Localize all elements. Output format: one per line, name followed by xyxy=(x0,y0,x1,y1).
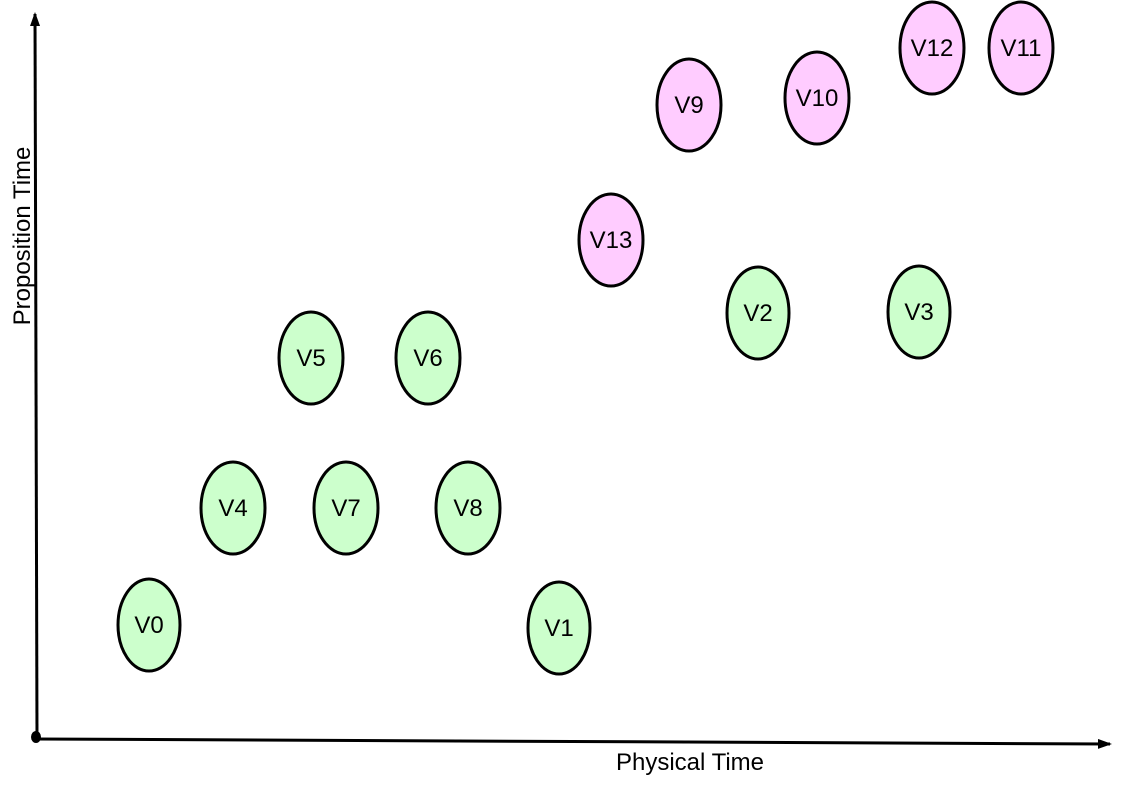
node-V1: V1 xyxy=(526,580,592,676)
node-V12: V12 xyxy=(898,0,966,96)
node-ellipse xyxy=(312,460,380,556)
node-V3: V3 xyxy=(886,264,952,360)
node-V13: V13 xyxy=(577,192,645,288)
node-V7: V7 xyxy=(312,460,380,556)
node-label: V7 xyxy=(331,495,360,522)
node-V0: V0 xyxy=(116,577,182,673)
node-label: V9 xyxy=(674,92,703,119)
node-label: V2 xyxy=(743,300,772,327)
node-ellipse xyxy=(886,264,952,360)
node-label: V11 xyxy=(1001,35,1042,62)
node-V4: V4 xyxy=(199,460,267,556)
node-ellipse xyxy=(116,577,182,673)
origin-dot xyxy=(31,731,41,743)
node-ellipse xyxy=(394,310,462,406)
node-ellipse xyxy=(434,460,502,556)
node-ellipse xyxy=(526,580,592,676)
x-axis xyxy=(34,737,1112,749)
node-label: V3 xyxy=(904,299,933,326)
node-label: V4 xyxy=(218,495,247,522)
node-label: V1 xyxy=(544,615,573,642)
node-V8: V8 xyxy=(434,460,502,556)
node-label: V8 xyxy=(453,495,482,522)
node-label: V13 xyxy=(590,227,633,254)
node-V9: V9 xyxy=(655,57,723,153)
node-V2: V2 xyxy=(725,265,791,361)
node-ellipse xyxy=(199,460,267,556)
y-axis-label: Proposition Time xyxy=(9,147,36,326)
node-V6: V6 xyxy=(394,310,462,406)
node-label: V5 xyxy=(296,345,325,372)
node-ellipse xyxy=(277,310,345,406)
node-label: V12 xyxy=(911,35,954,62)
node-label: V0 xyxy=(134,612,163,639)
node-ellipse xyxy=(987,0,1055,96)
x-axis-label: Physical Time xyxy=(616,749,764,776)
y-axis xyxy=(30,12,41,741)
node-ellipse xyxy=(725,265,791,361)
node-label: V6 xyxy=(413,345,442,372)
node-ellipse xyxy=(898,0,966,96)
node-ellipse xyxy=(655,57,723,153)
node-ellipse xyxy=(783,50,851,146)
node-label: V10 xyxy=(796,85,839,112)
node-V11: V11 xyxy=(987,0,1055,96)
node-V5: V5 xyxy=(277,310,345,406)
node-V10: V10 xyxy=(783,50,851,146)
node-ellipse xyxy=(577,192,645,288)
